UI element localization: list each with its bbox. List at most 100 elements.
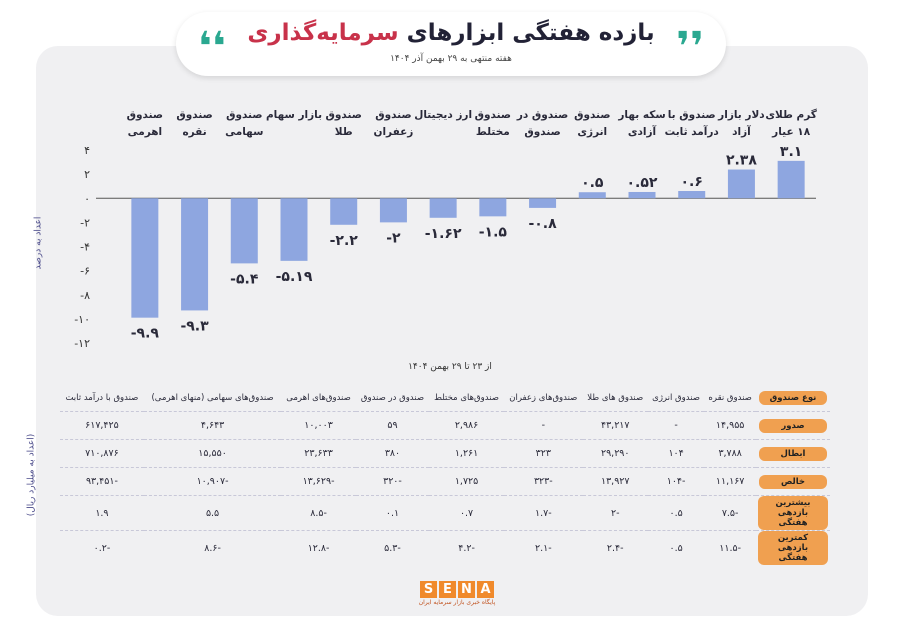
- y-tick-label: -۶: [80, 265, 90, 278]
- table-cell: -۴.۲: [458, 542, 475, 554]
- logo-letter: E: [439, 581, 456, 598]
- category-label: صندوق: [326, 109, 362, 121]
- table-cell: ۳۲۳: [504, 439, 583, 468]
- table-cell: ۳,۷۸۸: [704, 439, 756, 468]
- bar-value-label: -۹.۹: [131, 326, 160, 342]
- table-corner-cell: نوع صندوق: [756, 384, 830, 412]
- table-cell: -۲.۴: [606, 542, 624, 554]
- table-cell: ۱۳,۹۲۷: [582, 467, 648, 496]
- category-label: بازار سهام: [266, 109, 322, 121]
- row-header-cell: صدور: [756, 411, 830, 440]
- table-header-row: نوع صندوق صندوق نقره صندوق انرژی صندوق های…: [60, 384, 830, 412]
- table-cell: -۳۲۰: [355, 467, 430, 496]
- logo-letter: S: [420, 581, 437, 598]
- y-tick-label: -۱۲: [74, 337, 90, 350]
- category-label: آزاد: [732, 125, 751, 138]
- table-cell: ۱,۲۶۱: [429, 439, 505, 468]
- table-cell: -۱۰۴: [647, 467, 705, 496]
- bar-value-label: ۳.۱: [780, 144, 802, 160]
- y-tick-label: -۲: [80, 216, 90, 229]
- table-cell: ۱۵,۵۵۰: [143, 439, 282, 468]
- logo-letter: A: [477, 581, 494, 598]
- y-axis-title: اعداد به درصد: [33, 216, 44, 270]
- bar-value-label: ۰.۶: [681, 174, 703, 190]
- row-label-pill: خالص: [759, 474, 827, 489]
- table-cell: ۰.۵: [647, 495, 705, 531]
- y-tick-label: ۲: [84, 168, 90, 181]
- table-cell: -۰.۲: [93, 542, 111, 554]
- y-tick-label: -۸: [80, 289, 90, 302]
- y-tick-label: ۰: [84, 192, 90, 205]
- table-cell: ۶۱۷,۴۲۵: [60, 411, 144, 440]
- table-cell: ۱,۷۲۵: [429, 467, 505, 496]
- table-cell: -۱۳,۶۲۹: [281, 467, 356, 496]
- table-cell: -۸.۵: [281, 495, 356, 531]
- page-subtitle: هفته منتهی به ۲۹ بهمن آذر ۱۴۰۴: [390, 54, 512, 64]
- bar: [678, 191, 706, 199]
- category-label: صندوق: [226, 109, 262, 121]
- category-label: صندوق: [574, 109, 610, 121]
- bar: [181, 198, 209, 311]
- bar: [330, 198, 358, 225]
- category-label: سکه بهار: [617, 109, 665, 121]
- y-tick-label: ۴: [84, 144, 90, 157]
- column-header: صندوق‌های مختلط: [429, 384, 505, 412]
- quote-open-icon: ❛❛: [198, 24, 226, 70]
- category-label: طلا: [335, 126, 353, 138]
- category-label: دلار بازار: [717, 109, 765, 121]
- category-label: ۱۸ عیار: [771, 126, 811, 138]
- table-cell: -۷.۵: [704, 495, 756, 531]
- bar: [429, 198, 457, 218]
- bar: [131, 198, 159, 318]
- bar-value-label: -۵.۱۹: [276, 269, 313, 285]
- category-label: سهامی: [225, 126, 263, 138]
- row-header-cell: خالص: [756, 467, 830, 496]
- title-dark: بازده هفتگی ابزارهای: [406, 20, 655, 46]
- table-cell: -۸.۶: [204, 542, 221, 554]
- table-cell: -۲: [582, 495, 648, 531]
- bar-value-label: ۰.۵۲: [627, 175, 658, 191]
- category-label: گرم طلای: [765, 108, 817, 121]
- category-label: صندوق: [375, 109, 411, 121]
- table-cell: ۲۳,۶۳۳: [281, 439, 356, 468]
- table-cell: ۱۰,۰۰۳: [281, 411, 356, 440]
- title-banner: ❛❛ بازده هفتگی ابزارهای سرمایه‌گذاری هفت…: [176, 12, 726, 76]
- fund-flows-table: نوع صندوق صندوق نقره صندوق انرژی صندوق های…: [60, 384, 830, 565]
- table-cell: -۱۲.۸: [307, 542, 330, 554]
- table-row: بیشترین بازدهی هفتگی -۷.۵ ۰.۵ -۲ -۱.۷ ۰.۷ ۰.۱-…: [60, 495, 830, 531]
- bar: [379, 198, 407, 223]
- bar-value-label: -۰.۸: [528, 216, 557, 232]
- table-cell: ۷۱۰,۸۷۶: [60, 439, 144, 468]
- table-cell: -۱۰,۹۰۷: [143, 467, 282, 496]
- bar-value-label: ۰.۵: [581, 175, 604, 191]
- table-cell: ۵۹: [355, 411, 430, 440]
- table-cell: -: [504, 411, 583, 440]
- table-cell: ۱۴,۹۵۵: [704, 411, 756, 440]
- corner-pill: نوع صندوق: [759, 390, 827, 405]
- table-cell: ۱۱,۱۶۷: [704, 467, 756, 496]
- table-cell: ۳۸۰: [355, 439, 430, 468]
- table-cell: ۲,۹۸۶: [429, 411, 505, 440]
- bar: [479, 198, 507, 217]
- row-header-cell: ابطال: [756, 439, 830, 468]
- bar: [727, 169, 755, 199]
- logo-letter: N: [458, 581, 475, 598]
- table-cell: -۹۳,۴۵۱: [60, 467, 144, 496]
- bar-value-label: -۱.۵: [479, 224, 508, 240]
- bar: [230, 198, 258, 264]
- table-row: ابطال ۳,۷۸۸ ۱۰۴ ۲۹,۲۹۰ ۳۲۳ ۱,۲۶۱ ۳۸۰ ۲۳,۶۳۳ ۱۵,۵…: [60, 439, 830, 468]
- category-label: مختلط: [476, 126, 510, 138]
- category-label: نقره: [182, 126, 206, 138]
- page-title: بازده هفتگی ابزارهای سرمایه‌گذاری: [176, 20, 726, 46]
- row-label-pill: کمترین بازدهی هفتگی: [758, 531, 828, 565]
- column-header: صندوق نقره: [704, 384, 756, 412]
- row-header-cell: کمترین بازدهی هفتگی: [756, 531, 830, 565]
- category-label: صندوق با: [668, 109, 716, 121]
- column-header: صندوق‌های اهرمی: [281, 384, 356, 412]
- bar-value-label: -۲: [386, 230, 401, 246]
- table-cell: ۵.۵: [143, 495, 282, 531]
- bar: [578, 192, 606, 199]
- category-label: اهرمی: [128, 126, 163, 138]
